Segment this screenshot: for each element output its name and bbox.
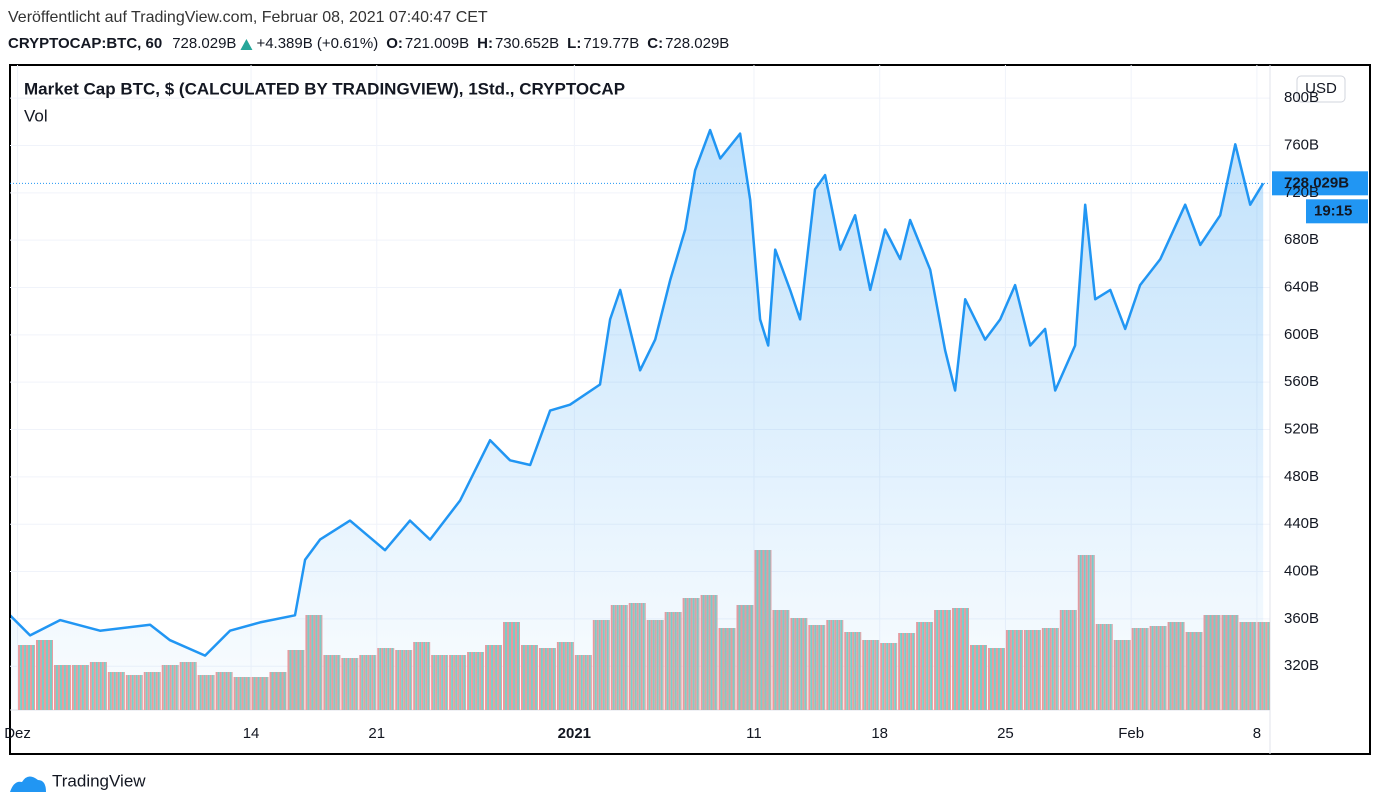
volume-legend: Vol [24, 106, 48, 125]
header-field: 719.77B [583, 35, 639, 52]
header-field: H: [477, 35, 493, 52]
x-tick-label: 11 [746, 725, 762, 742]
header-field: L: [567, 35, 581, 52]
y-tick-label: 600B [1284, 326, 1319, 343]
volume-stripe [1271, 622, 1273, 710]
header-field: 730.652B [495, 35, 559, 52]
y-tick-label: 800B [1284, 89, 1319, 106]
published: Veröffentlicht auf TradingView.com, Febr… [8, 9, 488, 26]
y-tick-label: 640B [1284, 278, 1319, 295]
header-field: 728.029B [665, 35, 729, 52]
y-tick-label: 680B [1284, 231, 1319, 248]
volume-stripe [1269, 622, 1270, 710]
chart-title: Market Cap BTC, $ (CALCULATED BY TRADING… [24, 79, 625, 98]
price-line [11, 128, 1265, 657]
y-tick-label: 560B [1284, 373, 1319, 390]
volume-stripe [1267, 622, 1270, 710]
series [11, 128, 1274, 710]
x-tick-label: 8 [1253, 725, 1261, 742]
volume-stripe [1273, 622, 1274, 710]
up-arrow [240, 39, 253, 50]
logo-icon [10, 776, 46, 792]
price-area [11, 130, 1264, 710]
price-label-box [1272, 171, 1368, 196]
x-tick-label: 18 [871, 725, 888, 742]
plot [10, 65, 1368, 754]
x-tick-label: 14 [243, 725, 260, 742]
y-tick-label: 440B [1284, 515, 1319, 532]
countdown-box [1306, 199, 1368, 224]
header-field: 728.029B [172, 35, 236, 52]
x-tick-label: Feb [1118, 725, 1144, 742]
volume-stripe [1263, 622, 1266, 710]
y-tick-label: 360B [1284, 610, 1319, 627]
x-tick-label: 25 [997, 725, 1014, 742]
y-tick-label: 720B [1284, 184, 1319, 201]
header-field: C: [647, 35, 663, 52]
countdown: 19:15 [1314, 202, 1352, 219]
brand: TradingView [52, 771, 146, 790]
y-tick-label: 520B [1284, 420, 1319, 437]
y-tick-label: 320B [1284, 657, 1319, 674]
symbol-line: CRYPTOCAP:BTC, 60 728.029B +4.389B (+0.61%… [8, 35, 729, 52]
header-field: +4.389B (+0.61%) [256, 35, 378, 52]
y-tick-label: 480B [1284, 468, 1319, 485]
currency[interactable]: USD [1305, 80, 1337, 97]
logo [10, 776, 46, 792]
y-tick-label: 760B [1284, 136, 1319, 153]
chart-frame [9, 64, 1371, 755]
header-field: CRYPTOCAP:BTC, 60 [8, 35, 162, 52]
price-label: 728.029B [1284, 174, 1349, 191]
header-field: O: [386, 35, 403, 52]
x-tick-label: 2021 [558, 725, 591, 742]
currency-button[interactable]: USD [1296, 75, 1346, 103]
currency-box[interactable] [1296, 75, 1346, 103]
x-tick-label: 21 [368, 725, 385, 742]
volume-stripe [1265, 622, 1268, 710]
y-tick-label: 400B [1284, 563, 1319, 580]
x-tick-label: Dez [4, 725, 31, 742]
header-field: 721.009B [405, 35, 469, 52]
